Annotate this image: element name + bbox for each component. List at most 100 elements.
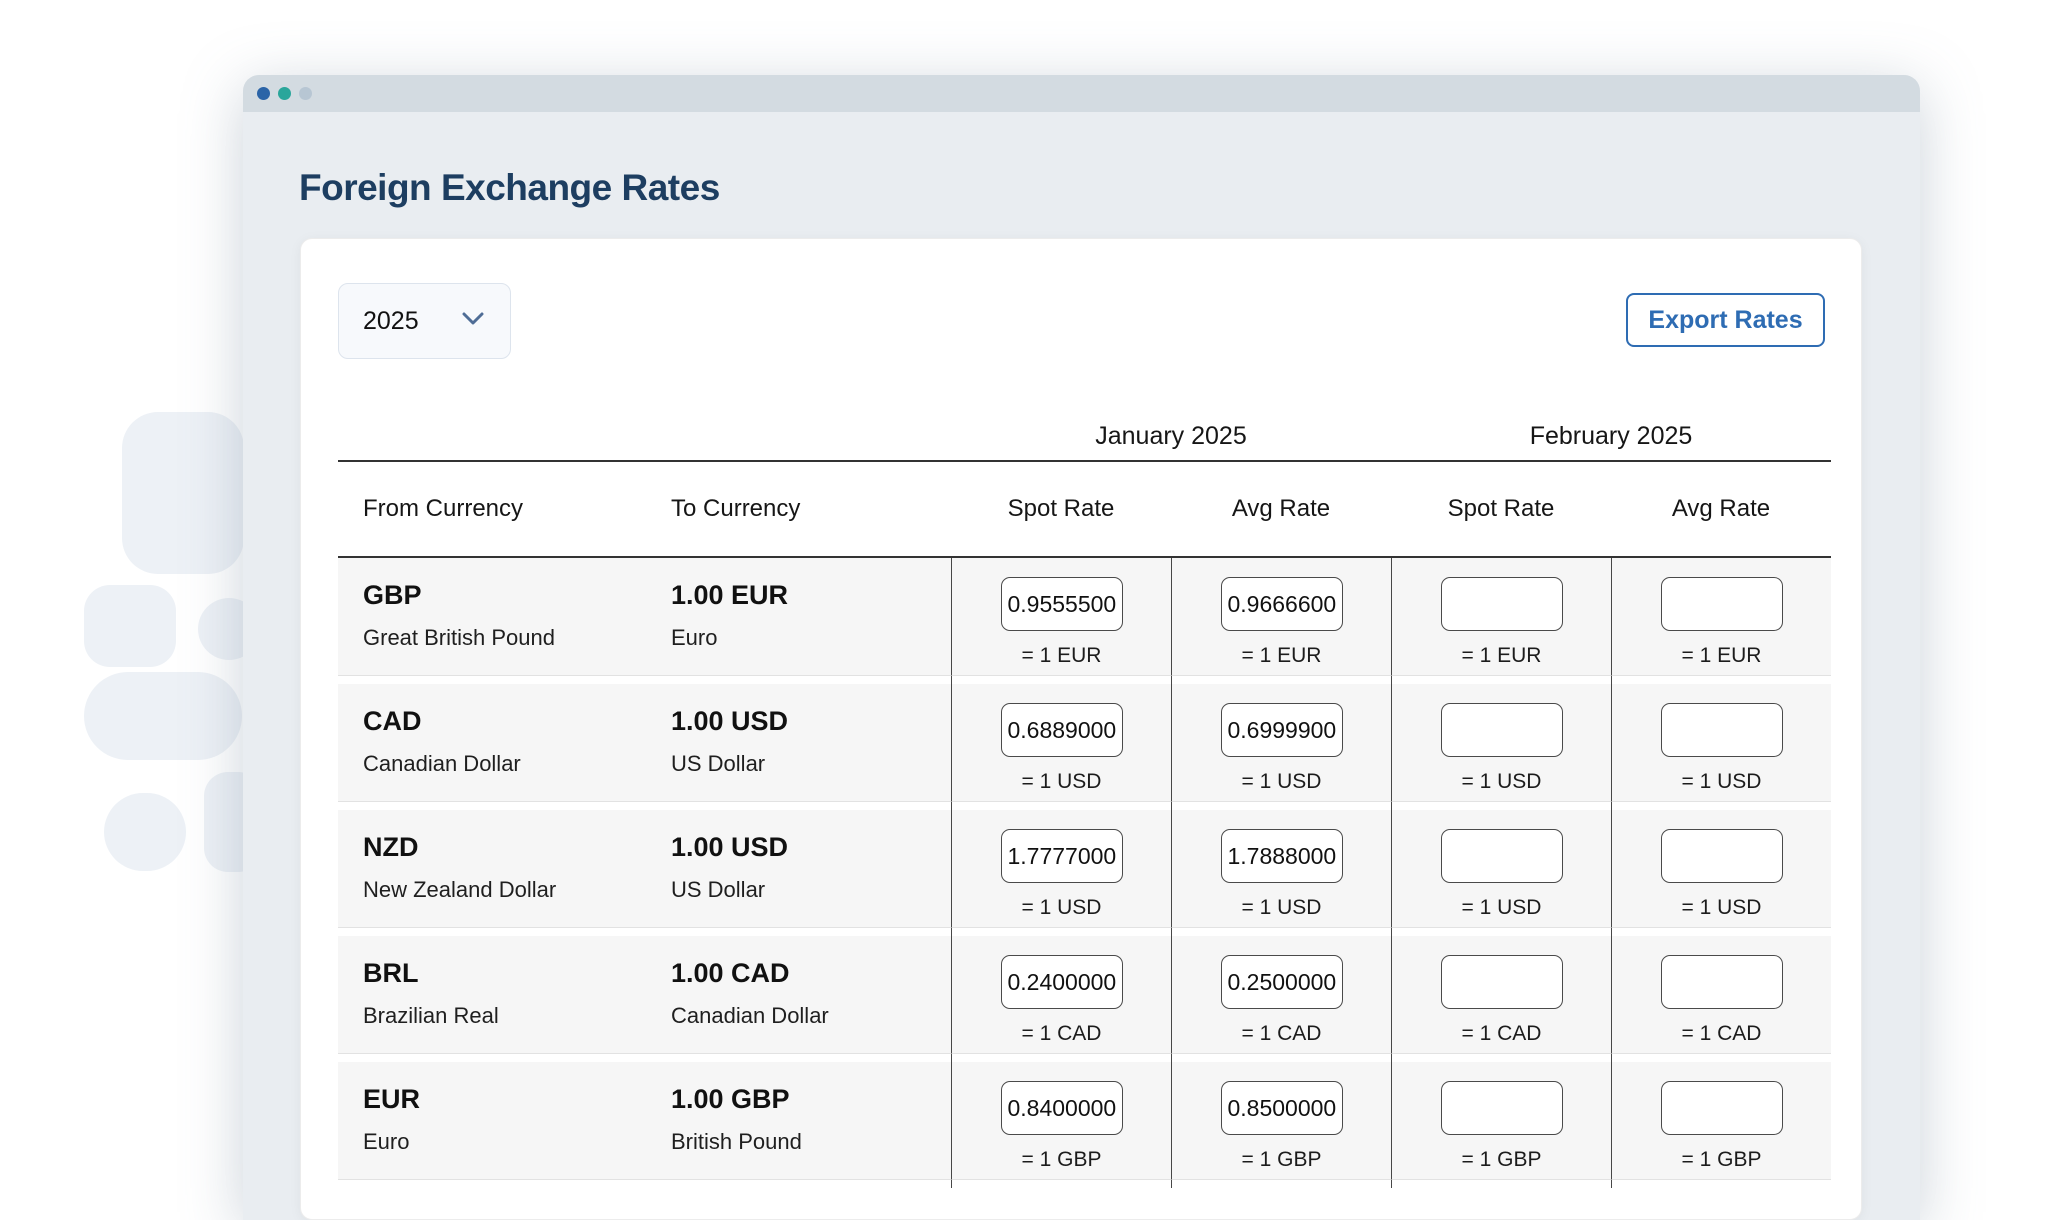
window-dot[interactable] (299, 87, 312, 100)
export-rates-button[interactable]: Export Rates (1626, 293, 1825, 347)
row-gap (1611, 802, 1831, 810)
row-gap (1391, 676, 1611, 684)
rate-input-jan-avg[interactable] (1220, 829, 1343, 883)
rate-unit-label: = 1 USD (1021, 896, 1102, 919)
rate-cell-jan-avg: = 1 USD (1171, 810, 1391, 928)
rate-input-feb-spot[interactable] (1440, 955, 1563, 1009)
rate-input-feb-spot[interactable] (1440, 829, 1563, 883)
rate-cell-jan-avg: = 1 USD (1171, 684, 1391, 802)
rate-cell-jan-spot: = 1 USD (951, 684, 1171, 802)
from-currency-code: CAD (363, 706, 422, 736)
rate-unit-label: = 1 EUR (1681, 644, 1762, 667)
row-gap (1391, 1180, 1611, 1188)
rate-input-jan-spot[interactable] (1000, 955, 1123, 1009)
rates-card: 2025 Export Rates January 2025 February … (300, 238, 1862, 1220)
rate-unit-label: = 1 CAD (1461, 1022, 1542, 1045)
from-currency-name: Brazilian Real (363, 1003, 499, 1028)
rate-input-feb-avg[interactable] (1660, 1081, 1783, 1135)
from-currency-cell: NZD New Zealand Dollar (338, 810, 621, 928)
row-gap (1611, 1054, 1831, 1062)
rate-cell-jan-spot: = 1 CAD (951, 936, 1171, 1054)
from-currency-cell: BRL Brazilian Real (338, 936, 621, 1054)
chevron-down-icon (462, 312, 484, 331)
rate-cell-feb-spot: = 1 USD (1391, 810, 1611, 928)
month-header-february: February 2025 (1529, 422, 1693, 450)
rate-unit-label: = 1 USD (1021, 770, 1102, 793)
rate-input-jan-spot[interactable] (1000, 829, 1123, 883)
column-header-feb-avg-rate: Avg Rate (1671, 495, 1771, 522)
rate-input-jan-spot[interactable] (1000, 703, 1123, 757)
rate-input-feb-avg[interactable] (1660, 955, 1783, 1009)
rate-unit-label: = 1 GBP (1681, 1148, 1762, 1171)
year-select[interactable]: 2025 (338, 283, 511, 359)
rate-unit-label: = 1 EUR (1241, 644, 1322, 667)
to-currency-amount: 1.00 GBP (671, 1084, 790, 1114)
rate-input-feb-spot[interactable] (1440, 703, 1563, 757)
row-gap (621, 1180, 951, 1188)
rate-input-jan-spot[interactable] (1000, 1081, 1123, 1135)
row-gap (338, 1180, 621, 1188)
row-gap (1611, 676, 1831, 684)
rate-input-feb-spot[interactable] (1440, 577, 1563, 631)
rate-cell-jan-avg: = 1 CAD (1171, 936, 1391, 1054)
window-dot[interactable] (257, 87, 270, 100)
rate-input-jan-avg[interactable] (1220, 1081, 1343, 1135)
rate-cell-feb-avg: = 1 CAD (1611, 936, 1831, 1054)
rate-input-feb-avg[interactable] (1660, 703, 1783, 757)
rate-input-feb-avg[interactable] (1660, 577, 1783, 631)
row-gap (621, 676, 951, 684)
row-gap (1391, 1054, 1611, 1062)
background-blob (84, 672, 242, 760)
from-currency-cell: EUR Euro (338, 1062, 621, 1180)
rate-cell-feb-avg: = 1 EUR (1611, 558, 1831, 676)
rate-unit-label: = 1 GBP (1241, 1148, 1322, 1171)
to-currency-amount: 1.00 USD (671, 832, 789, 862)
rate-input-feb-avg[interactable] (1660, 829, 1783, 883)
rate-input-jan-avg[interactable] (1220, 955, 1343, 1009)
to-currency-cell: 1.00 CAD Canadian Dollar (621, 936, 951, 1054)
row-gap (621, 928, 951, 936)
month-header-row: January 2025 February 2025 (338, 416, 1831, 462)
rate-unit-label: = 1 USD (1461, 896, 1542, 919)
rate-input-feb-spot[interactable] (1440, 1081, 1563, 1135)
column-header-from-currency: From Currency (363, 495, 524, 522)
from-currency-code: EUR (363, 1084, 421, 1114)
page-title: Foreign Exchange Rates (299, 167, 720, 208)
window-dot[interactable] (278, 87, 291, 100)
row-gap (338, 1054, 621, 1062)
rate-input-jan-spot[interactable] (1000, 577, 1123, 631)
rate-unit-label: = 1 GBP (1021, 1148, 1102, 1171)
rate-input-jan-avg[interactable] (1220, 577, 1343, 631)
rate-cell-jan-spot: = 1 GBP (951, 1062, 1171, 1180)
rate-cell-feb-spot: = 1 CAD (1391, 936, 1611, 1054)
rate-unit-label: = 1 USD (1241, 770, 1322, 793)
rates-table: January 2025 February 2025 From Currency… (338, 416, 1831, 1188)
row-gap (338, 676, 621, 684)
rate-unit-label: = 1 USD (1681, 770, 1762, 793)
to-currency-name: US Dollar (671, 877, 766, 902)
row-gap (621, 802, 951, 810)
rate-cell-feb-spot: = 1 GBP (1391, 1062, 1611, 1180)
rate-unit-label: = 1 USD (1681, 896, 1762, 919)
rate-input-jan-avg[interactable] (1220, 703, 1343, 757)
table-body: GBP Great British Pound 1.00 EUR Euro = 1 EU… (338, 558, 1831, 1188)
row-gap (1391, 802, 1611, 810)
rate-cell-feb-avg: = 1 GBP (1611, 1062, 1831, 1180)
background-blob (122, 412, 244, 574)
row-gap (1391, 928, 1611, 936)
app-window: Foreign Exchange Rates 2025 Export Rates… (243, 75, 1920, 1220)
column-header-jan-avg-rate: Avg Rate (1231, 495, 1331, 522)
from-currency-name: Canadian Dollar (363, 751, 521, 776)
row-gap (338, 802, 621, 810)
row-gap (1171, 1180, 1391, 1188)
rate-unit-label: = 1 CAD (1241, 1022, 1322, 1045)
to-currency-name: US Dollar (671, 751, 766, 776)
background-blob (104, 793, 186, 871)
window-titlebar (243, 75, 1920, 112)
rate-cell-feb-spot: = 1 USD (1391, 684, 1611, 802)
row-gap (338, 928, 621, 936)
from-currency-code: NZD (363, 832, 419, 862)
column-header-to-currency: To Currency (671, 495, 801, 522)
rate-cell-feb-avg: = 1 USD (1611, 810, 1831, 928)
to-currency-name: Euro (671, 625, 718, 650)
